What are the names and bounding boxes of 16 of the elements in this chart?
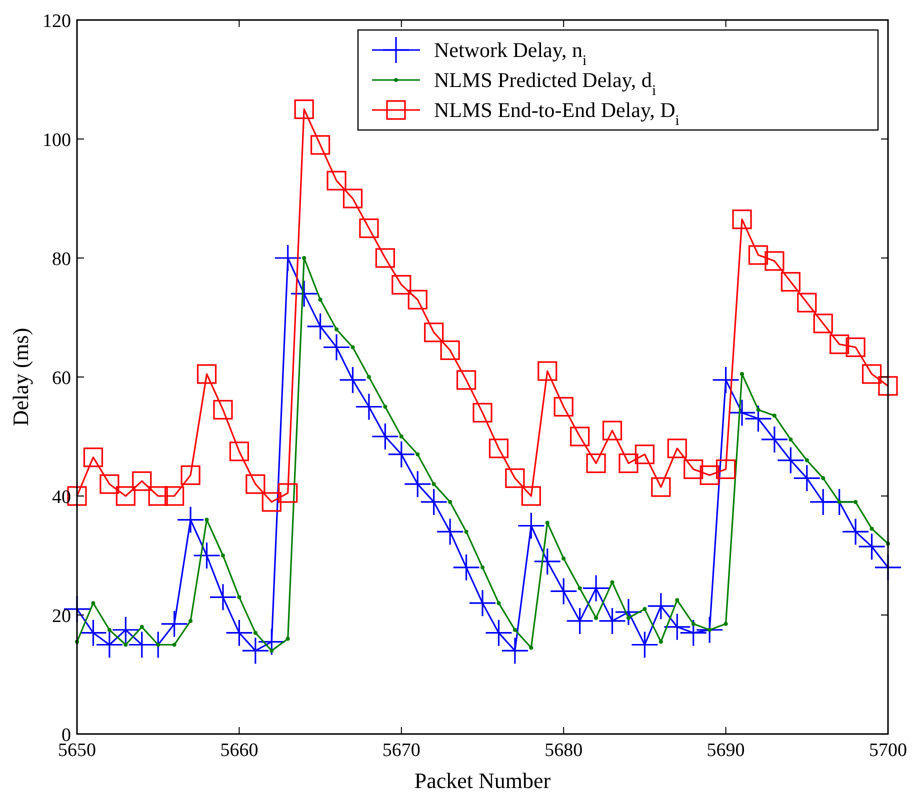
x-tick-label: 5650	[58, 740, 96, 761]
x-tick-label: 5690	[706, 740, 745, 761]
x-tick-label: 5670	[382, 740, 420, 761]
y-tick-label: 120	[42, 11, 71, 32]
y-tick-label: 20	[52, 606, 71, 627]
y-tick-label: 100	[42, 130, 71, 151]
y-tick-label: 80	[52, 249, 71, 270]
legend-label: NLMS End-to-End Delay, D$_{i}$	[434, 98, 680, 129]
x-axis-title: Packet Number	[414, 768, 552, 793]
y-axis-title: Delay (ms)	[8, 328, 33, 426]
x-tick-label: 5660	[220, 740, 258, 761]
x-tick-label: 5680	[544, 740, 583, 761]
x-tick-label: 5700	[869, 740, 907, 761]
legend-label: NLMS Predicted Delay, d$_{i}$	[434, 68, 656, 99]
y-tick-label: 60	[52, 368, 71, 389]
legend-label: Network Delay, n$_{i}$	[434, 38, 587, 69]
